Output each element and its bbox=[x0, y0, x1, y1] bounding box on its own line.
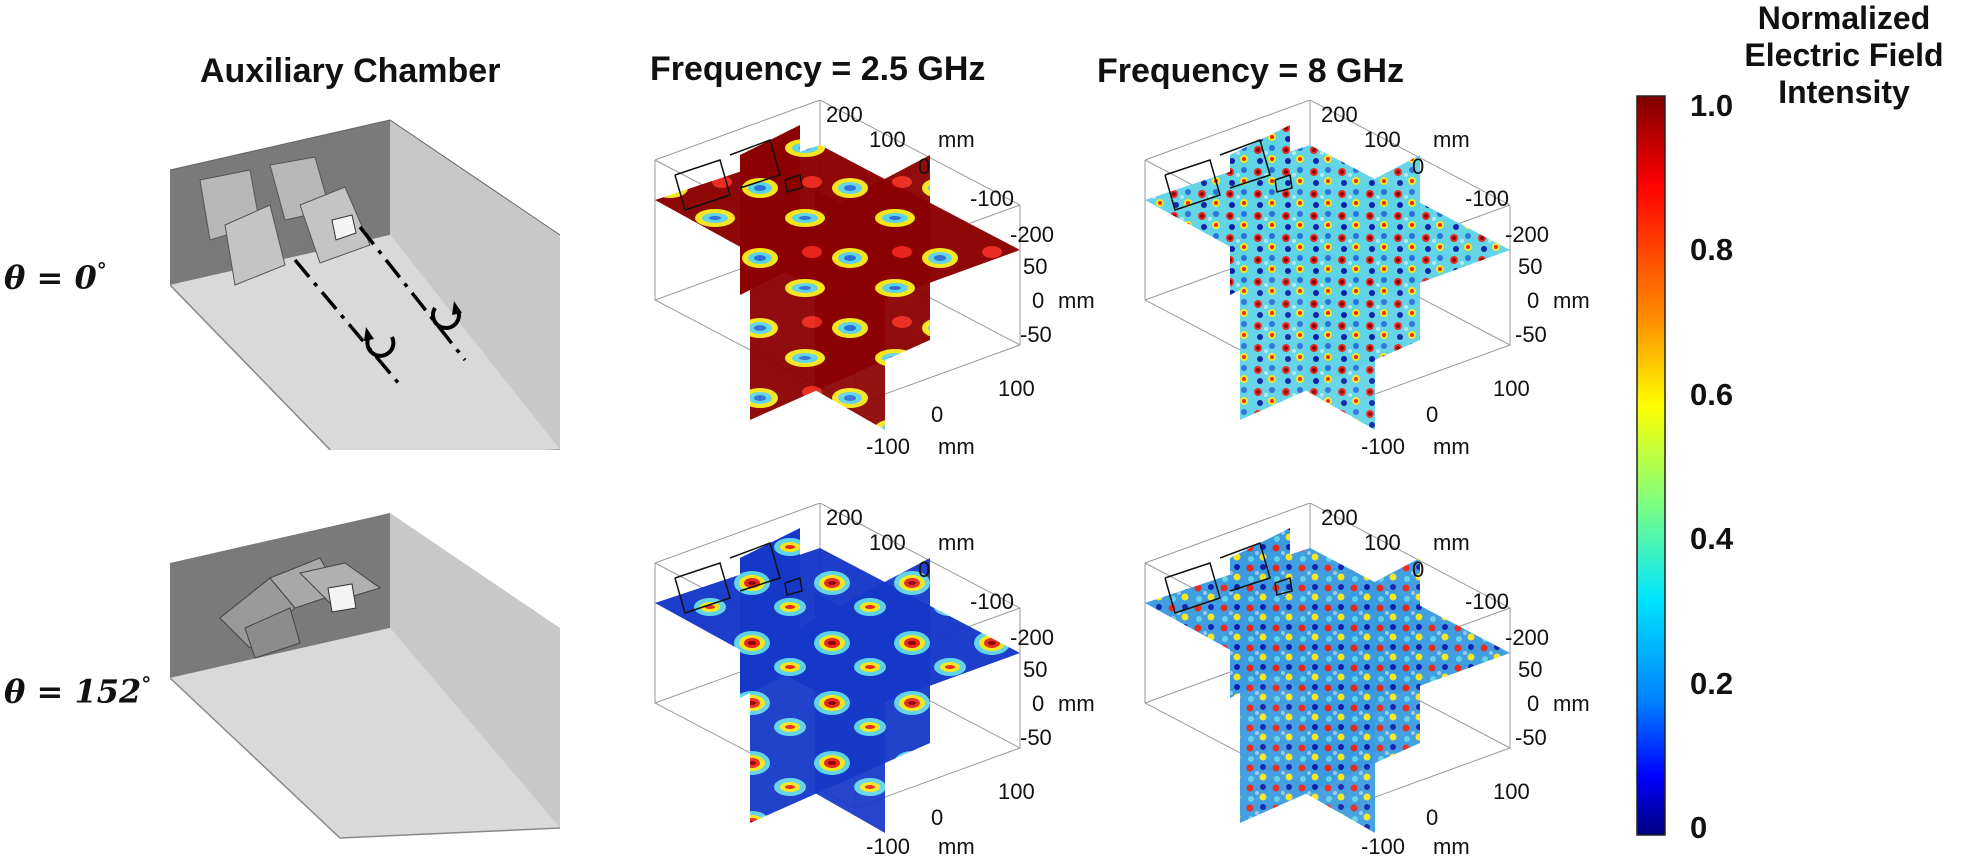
y-unit-mm: mm bbox=[938, 127, 975, 152]
x-tick-100: 100 bbox=[998, 779, 1035, 804]
x-unit-mm: mm bbox=[938, 834, 975, 859]
antenna-wireframe bbox=[1164, 139, 1293, 211]
x-tick-0: 0 bbox=[931, 402, 944, 427]
vertical-field-slice-yz bbox=[815, 190, 885, 430]
z-tick-0: 0 bbox=[1032, 288, 1045, 313]
degree-symbol: ° bbox=[96, 258, 107, 282]
x-tick-0: 0 bbox=[1426, 402, 1439, 427]
title-frequency-2-5: Frequency = 2.5 GHz bbox=[650, 50, 986, 88]
theta-prefix: θ = bbox=[4, 258, 75, 297]
z-tick-m50: -50 bbox=[1515, 725, 1547, 750]
y-tick-0: 0 bbox=[918, 154, 931, 179]
antenna-wireframe bbox=[674, 542, 803, 614]
theta-value: 0 bbox=[74, 258, 97, 297]
row-label-theta-152: θ = 152° bbox=[4, 672, 151, 711]
degree-symbol: ° bbox=[141, 672, 152, 696]
y-tick-0: 0 bbox=[1412, 557, 1425, 582]
theta-value: 152 bbox=[74, 672, 142, 711]
y-tick-m200: -200 bbox=[1010, 222, 1055, 247]
x-unit-mm: mm bbox=[1433, 434, 1470, 459]
colorbar-tick-0-8: 0.8 bbox=[1690, 232, 1734, 267]
vertical-field-slice-yz bbox=[1305, 593, 1375, 833]
z-tick-m50: -50 bbox=[1020, 725, 1052, 750]
z-tick-0: 0 bbox=[1527, 288, 1540, 313]
z-unit-mm: mm bbox=[1553, 288, 1590, 313]
z-tick-50: 50 bbox=[1023, 254, 1048, 279]
row-label-theta-0: θ = 0° bbox=[4, 258, 107, 297]
colorbar-tick-0: 0 bbox=[1690, 810, 1708, 845]
z-unit-mm: mm bbox=[1058, 691, 1095, 716]
y-unit-mm: mm bbox=[1433, 127, 1470, 152]
colorbar-tick-0-2: 0.2 bbox=[1690, 666, 1734, 701]
y-tick-m100: -100 bbox=[1465, 186, 1510, 211]
x-tick-0: 0 bbox=[931, 805, 944, 830]
vertical-field-slice-yz bbox=[1305, 190, 1375, 430]
z-unit-mm: mm bbox=[1553, 691, 1590, 716]
x-tick-0: 0 bbox=[1426, 805, 1439, 830]
x-tick-m100: -100 bbox=[1361, 434, 1406, 459]
colorbar-tick-1-0: 1.0 bbox=[1690, 88, 1734, 123]
colorbar-title-line3: Intensity bbox=[1778, 74, 1910, 110]
x-unit-mm: mm bbox=[1433, 834, 1470, 859]
y-tick-100: 100 bbox=[869, 530, 906, 555]
colorbar bbox=[1636, 95, 1666, 836]
y-tick-200: 200 bbox=[1321, 505, 1358, 530]
chamber-model-theta-152 bbox=[170, 513, 561, 839]
title-frequency-8: Frequency = 8 GHz bbox=[1097, 52, 1405, 90]
x-tick-m100: -100 bbox=[866, 834, 911, 859]
y-tick-0: 0 bbox=[1412, 154, 1425, 179]
x-tick-100: 100 bbox=[1493, 376, 1530, 401]
antenna-wireframe bbox=[1164, 542, 1293, 614]
y-tick-m100: -100 bbox=[970, 589, 1015, 614]
y-tick-m200: -200 bbox=[1505, 625, 1550, 650]
z-tick-50: 50 bbox=[1518, 254, 1543, 279]
field-plot-2-5ghz-theta-0 bbox=[654, 100, 1021, 430]
colorbar-title-line1: Normalized bbox=[1757, 0, 1931, 36]
y-tick-100: 100 bbox=[1364, 127, 1401, 152]
x-unit-mm: mm bbox=[938, 434, 975, 459]
field-plot-8ghz-theta-152 bbox=[1144, 503, 1511, 833]
field-plot-8ghz-theta-0 bbox=[1144, 100, 1511, 430]
chamber-model-theta-0 bbox=[170, 119, 561, 450]
y-tick-m200: -200 bbox=[1505, 222, 1550, 247]
x-tick-m100: -100 bbox=[1361, 834, 1406, 859]
z-tick-m50: -50 bbox=[1020, 322, 1052, 347]
title-auxiliary-chamber: Auxiliary Chamber bbox=[200, 52, 501, 90]
z-unit-mm: mm bbox=[1058, 288, 1095, 313]
y-unit-mm: mm bbox=[938, 530, 975, 555]
z-tick-50: 50 bbox=[1023, 657, 1048, 682]
theta-prefix: θ = bbox=[4, 672, 75, 711]
y-tick-m200: -200 bbox=[1010, 625, 1055, 650]
colorbar-tick-0-6: 0.6 bbox=[1690, 377, 1734, 412]
y-tick-0: 0 bbox=[918, 557, 931, 582]
y-tick-200: 200 bbox=[1321, 102, 1358, 127]
z-tick-0: 0 bbox=[1527, 691, 1540, 716]
y-unit-mm: mm bbox=[1433, 530, 1470, 555]
x-tick-m100: -100 bbox=[866, 434, 911, 459]
antenna-wireframe bbox=[674, 139, 803, 211]
z-tick-m50: -50 bbox=[1515, 322, 1547, 347]
vertical-field-slice-yz bbox=[815, 593, 885, 833]
y-tick-200: 200 bbox=[826, 505, 863, 530]
y-tick-m100: -100 bbox=[970, 186, 1015, 211]
z-tick-0: 0 bbox=[1032, 691, 1045, 716]
colorbar-tick-0-4: 0.4 bbox=[1690, 521, 1734, 556]
field-plot-2-5ghz-theta-152 bbox=[654, 503, 1021, 833]
x-tick-100: 100 bbox=[998, 376, 1035, 401]
y-tick-100: 100 bbox=[1364, 530, 1401, 555]
y-tick-m100: -100 bbox=[1465, 589, 1510, 614]
y-tick-100: 100 bbox=[869, 127, 906, 152]
colorbar-title: Normalized Electric Field Intensity bbox=[1724, 0, 1964, 111]
colorbar-title-line2: Electric Field bbox=[1744, 37, 1944, 73]
y-tick-200: 200 bbox=[826, 102, 863, 127]
x-tick-100: 100 bbox=[1493, 779, 1530, 804]
z-tick-50: 50 bbox=[1518, 657, 1543, 682]
